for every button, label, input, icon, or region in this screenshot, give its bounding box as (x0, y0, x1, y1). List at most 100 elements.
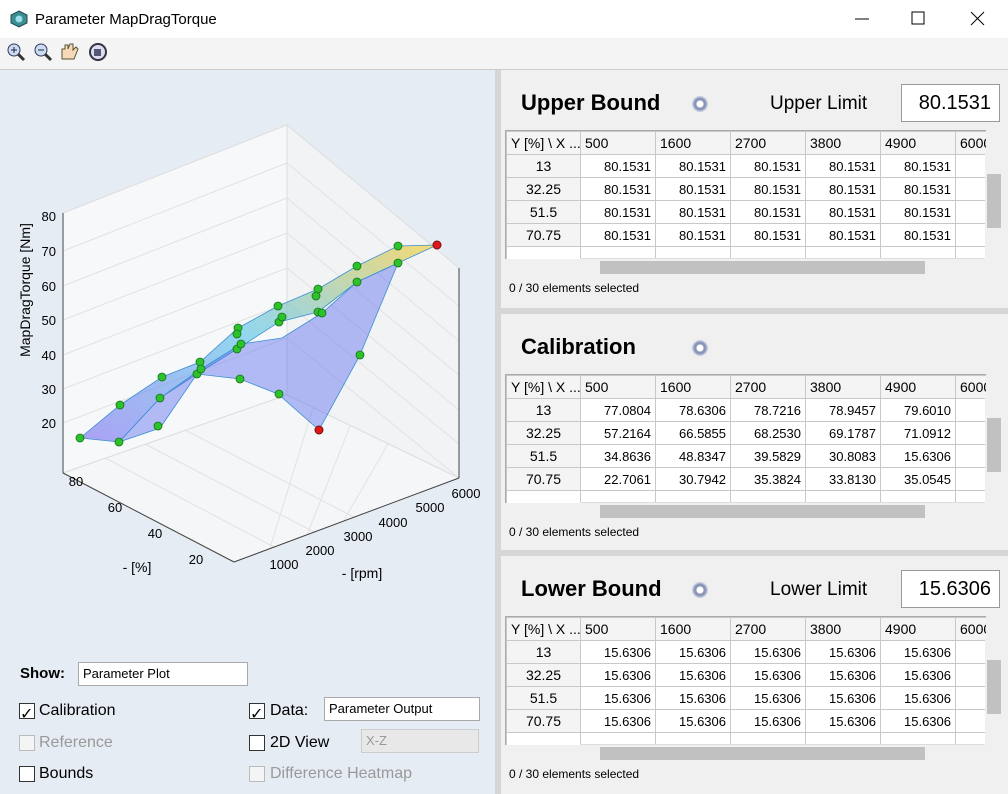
cell[interactable]: 78.6306 (655, 398, 731, 422)
vertical-thumb[interactable] (987, 174, 1001, 228)
bounds-checkbox[interactable] (19, 766, 35, 782)
horizontal-thumb[interactable] (600, 505, 925, 518)
column-header[interactable]: 3800 (805, 375, 881, 399)
cell[interactable] (955, 640, 986, 664)
cell[interactable] (955, 177, 986, 201)
show-combo[interactable]: Parameter Plot (78, 662, 248, 686)
column-header[interactable]: 6000 (955, 617, 986, 641)
cell[interactable]: 15.6306 (880, 709, 956, 733)
cell[interactable]: 80.1531 (655, 200, 731, 224)
row-header[interactable]: 32.25 (506, 177, 581, 201)
cell[interactable]: 39.5829 (730, 444, 806, 468)
limit-input[interactable]: 15.6306 (901, 570, 1000, 608)
row-header[interactable]: 51.5 (506, 200, 581, 224)
cell[interactable]: 77.0804 (580, 398, 656, 422)
cell[interactable]: 80.1531 (730, 177, 806, 201)
row-header[interactable]: 32.25 (506, 421, 581, 445)
view-2d-checkbox[interactable] (249, 735, 265, 751)
window-buttons[interactable] (845, 0, 1008, 38)
column-header[interactable]: 2700 (730, 375, 806, 399)
cell[interactable] (955, 223, 986, 247)
cell[interactable]: 78.7216 (730, 398, 806, 422)
row-header[interactable]: 13 (506, 398, 581, 422)
row-header[interactable]: 70.75 (506, 709, 581, 733)
row-header[interactable]: 13 (506, 640, 581, 664)
cell[interactable]: 30.8083 (805, 444, 881, 468)
cell[interactable]: 80.1531 (880, 200, 956, 224)
cell[interactable]: 66.5855 (655, 421, 731, 445)
row-header[interactable]: 32.25 (506, 663, 581, 687)
cell[interactable] (955, 398, 986, 422)
horizontal-thumb[interactable] (600, 747, 925, 760)
column-header[interactable]: 4900 (880, 131, 956, 155)
cell[interactable]: 34.8636 (580, 444, 656, 468)
cell[interactable]: 80.1531 (730, 154, 806, 178)
column-header[interactable]: 1600 (655, 617, 731, 641)
column-header[interactable]: 4900 (880, 375, 956, 399)
cell[interactable] (955, 154, 986, 178)
cell[interactable]: 15.6306 (580, 663, 656, 687)
vertical-thumb[interactable] (987, 418, 1001, 472)
column-header[interactable]: 4900 (880, 617, 956, 641)
cell[interactable]: 15.6306 (805, 686, 881, 710)
column-header[interactable]: 500 (580, 131, 656, 155)
limit-input[interactable]: 80.1531 (901, 84, 1000, 122)
cell[interactable]: 15.6306 (580, 709, 656, 733)
splitter[interactable] (495, 70, 501, 794)
cell[interactable]: 79.6010 (880, 398, 956, 422)
column-header[interactable]: 500 (580, 375, 656, 399)
cell[interactable]: 15.6306 (730, 663, 806, 687)
cell[interactable]: 80.1531 (655, 177, 731, 201)
cell[interactable]: 15.6306 (580, 640, 656, 664)
cell[interactable]: 80.1531 (880, 154, 956, 178)
cell[interactable]: 80.1531 (655, 154, 731, 178)
cell[interactable]: 78.9457 (805, 398, 881, 422)
cell[interactable] (955, 709, 986, 733)
cell[interactable]: 15.6306 (880, 640, 956, 664)
column-header[interactable]: 500 (580, 617, 656, 641)
cell[interactable] (955, 421, 986, 445)
column-header[interactable]: 2700 (730, 131, 806, 155)
cell[interactable]: 80.1531 (805, 177, 881, 201)
column-header[interactable]: 6000 (955, 131, 986, 155)
column-header[interactable]: 3800 (805, 131, 881, 155)
cell[interactable]: 33.8130 (805, 467, 881, 491)
cell[interactable] (955, 467, 986, 491)
cell[interactable]: 15.6306 (580, 686, 656, 710)
row-header[interactable]: 51.5 (506, 686, 581, 710)
panel-splitter[interactable] (501, 550, 1008, 556)
cell[interactable]: 15.6306 (880, 444, 956, 468)
cell[interactable]: 80.1531 (805, 223, 881, 247)
panel-splitter[interactable] (501, 308, 1008, 314)
cell[interactable]: 80.1531 (880, 177, 956, 201)
column-header[interactable]: 2700 (730, 617, 806, 641)
cell[interactable]: 68.2530 (730, 421, 806, 445)
cell[interactable]: 69.1787 (805, 421, 881, 445)
cell[interactable]: 80.1531 (880, 223, 956, 247)
row-header[interactable]: 70.75 (506, 223, 581, 247)
cell[interactable]: 15.6306 (655, 709, 731, 733)
cell[interactable]: 80.1531 (580, 154, 656, 178)
settings-icon[interactable] (692, 96, 708, 112)
cell[interactable]: 15.6306 (730, 640, 806, 664)
cell[interactable]: 15.6306 (805, 640, 881, 664)
cell[interactable]: 15.6306 (655, 686, 731, 710)
cell[interactable]: 80.1531 (580, 177, 656, 201)
calibration-checkbox[interactable]: ✓ (19, 703, 35, 723)
cell[interactable]: 15.6306 (805, 663, 881, 687)
cell[interactable]: 80.1531 (580, 223, 656, 247)
column-header[interactable]: 6000 (955, 375, 986, 399)
cell[interactable]: 30.7942 (655, 467, 731, 491)
cell[interactable]: 80.1531 (805, 154, 881, 178)
settings-icon[interactable] (692, 582, 708, 598)
data-combo[interactable]: Parameter Output (324, 697, 480, 721)
cell[interactable]: 80.1531 (805, 200, 881, 224)
data-checkbox[interactable]: ✓ (249, 703, 265, 723)
cell[interactable]: 15.6306 (730, 709, 806, 733)
row-header[interactable]: 70.75 (506, 467, 581, 491)
cell[interactable] (955, 686, 986, 710)
cell[interactable]: 35.3824 (730, 467, 806, 491)
cell[interactable] (955, 663, 986, 687)
cell[interactable]: 80.1531 (655, 223, 731, 247)
cell[interactable]: 22.7061 (580, 467, 656, 491)
